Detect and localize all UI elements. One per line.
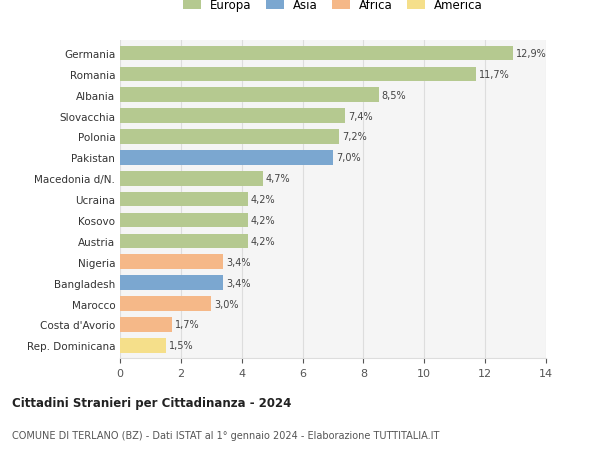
Legend: Europa, Asia, Africa, America: Europa, Asia, Africa, America (181, 0, 485, 14)
Bar (120, 276, 223, 290)
Bar (120, 88, 379, 103)
Text: 1,5%: 1,5% (169, 341, 193, 351)
Bar (120, 151, 333, 165)
Bar (120, 192, 248, 207)
Text: 12,9%: 12,9% (515, 49, 547, 59)
Text: 4,2%: 4,2% (251, 236, 275, 246)
Text: 3,4%: 3,4% (227, 257, 251, 267)
Bar (120, 46, 512, 61)
Text: Cittadini Stranieri per Cittadinanza - 2024: Cittadini Stranieri per Cittadinanza - 2… (12, 396, 292, 409)
Text: 3,0%: 3,0% (214, 299, 239, 309)
Text: COMUNE DI TERLANO (BZ) - Dati ISTAT al 1° gennaio 2024 - Elaborazione TUTTITALIA: COMUNE DI TERLANO (BZ) - Dati ISTAT al 1… (12, 431, 439, 440)
Bar (120, 234, 248, 249)
Text: 7,0%: 7,0% (336, 153, 361, 163)
Text: 3,4%: 3,4% (227, 278, 251, 288)
Bar (120, 130, 339, 145)
Bar (120, 255, 223, 269)
Bar (120, 213, 248, 228)
Bar (120, 297, 211, 311)
Text: 7,4%: 7,4% (348, 112, 373, 121)
Bar (120, 317, 172, 332)
Text: 4,2%: 4,2% (251, 195, 275, 205)
Bar (120, 109, 345, 123)
Bar (120, 172, 263, 186)
Text: 7,2%: 7,2% (342, 132, 367, 142)
Bar (120, 338, 166, 353)
Text: 1,7%: 1,7% (175, 319, 199, 330)
Bar (120, 67, 476, 82)
Text: 4,2%: 4,2% (251, 216, 275, 225)
Text: 4,7%: 4,7% (266, 174, 290, 184)
Text: 8,5%: 8,5% (382, 90, 406, 101)
Text: 11,7%: 11,7% (479, 70, 510, 80)
